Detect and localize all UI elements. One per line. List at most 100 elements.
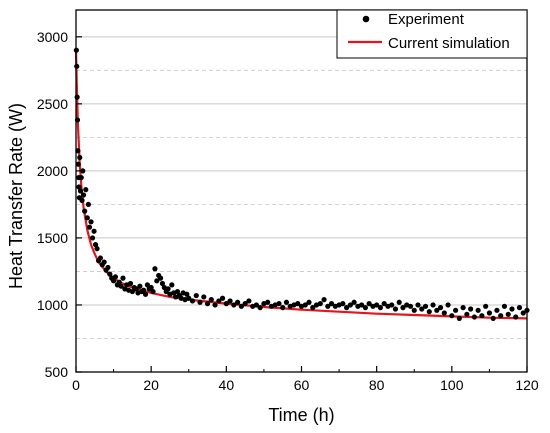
- experiment-point: [201, 294, 207, 300]
- experiment-point: [242, 301, 248, 307]
- experiment-point: [415, 302, 421, 308]
- experiment-point: [101, 259, 107, 265]
- experiment-point: [144, 282, 151, 288]
- experiment-point: [127, 280, 134, 287]
- experiment-point: [74, 63, 80, 69]
- experiment-point: [310, 305, 316, 311]
- x-tick-label: 40: [219, 377, 235, 393]
- experiment-point: [148, 284, 154, 291]
- experiment-point: [75, 161, 81, 167]
- experiment-point: [265, 299, 271, 305]
- experiment-point: [430, 302, 436, 308]
- experiment-point: [468, 306, 474, 312]
- experiment-point: [246, 298, 252, 304]
- y-tick-label: 3000: [37, 29, 68, 45]
- experiment-point: [152, 266, 158, 272]
- x-tick-label: 60: [294, 377, 310, 393]
- experiment-point: [328, 301, 335, 307]
- experiment-point: [88, 219, 94, 225]
- y-tick-label: 1000: [37, 297, 68, 313]
- x-tick-label: 0: [72, 377, 80, 393]
- experiment-point: [374, 302, 380, 308]
- experiment-point: [392, 306, 399, 312]
- experiment-point: [295, 301, 301, 307]
- experiment-point: [411, 307, 417, 313]
- experiment-point: [306, 299, 312, 305]
- experiment-point: [381, 301, 387, 307]
- x-tick-label: 80: [369, 377, 385, 393]
- experiment-point: [208, 297, 214, 303]
- experiment-point: [116, 279, 122, 285]
- experiment-point: [283, 299, 290, 305]
- experiment-point: [505, 311, 511, 317]
- experiment-point: [475, 307, 481, 313]
- simulation-series: [74, 50, 528, 320]
- experiment-point: [97, 255, 104, 261]
- y-axis-title: Heat Transfer Rate (W): [6, 103, 26, 289]
- experiment-point: [94, 246, 100, 252]
- experiment-point: [82, 208, 88, 214]
- experiment-point: [407, 303, 414, 309]
- experiment-point: [501, 303, 508, 309]
- experiment-point: [452, 307, 459, 313]
- experiment-point: [490, 315, 496, 321]
- experiment-point: [157, 275, 164, 281]
- experiment-point: [105, 264, 111, 271]
- x-axis-title: Time (h): [268, 405, 334, 425]
- experiment-point: [184, 291, 190, 297]
- experiment-point: [520, 310, 526, 316]
- legend-experiment-label: Experiment: [388, 11, 465, 28]
- experiment-point: [426, 309, 432, 315]
- experiment-point: [419, 306, 425, 312]
- experiment-point: [483, 303, 489, 309]
- experiment-point: [169, 282, 175, 288]
- experiment-point: [434, 307, 440, 313]
- experiment-point: [280, 305, 286, 311]
- experiment-point: [193, 292, 199, 299]
- experiment-point: [120, 275, 126, 281]
- x-tick-label: 120: [515, 377, 539, 393]
- experiment-point: [89, 235, 96, 241]
- grid-lines: [76, 36, 527, 339]
- x-tick-label: 20: [143, 377, 159, 393]
- experiment-point: [235, 299, 241, 305]
- experiment-point: [347, 302, 353, 308]
- experiment-point: [362, 305, 368, 311]
- experiment-point: [77, 188, 84, 194]
- legend: Experiment Current simulation: [336, 9, 528, 59]
- experiment-point: [231, 302, 237, 308]
- experiment-point: [133, 286, 139, 292]
- experiment-point: [464, 311, 470, 317]
- experiment-point: [141, 287, 147, 293]
- experiment-point: [83, 187, 89, 193]
- experiment-point: [110, 278, 117, 284]
- experiment-point: [366, 301, 372, 307]
- experiment-point: [91, 228, 97, 234]
- experiment-point: [80, 168, 86, 174]
- experiment-point: [359, 302, 365, 308]
- experiment-point: [216, 298, 222, 304]
- experiment-point: [159, 280, 166, 287]
- experiment-point: [389, 302, 395, 308]
- experiment-point: [422, 303, 429, 309]
- legend-experiment-marker: [362, 15, 370, 23]
- experiment-point: [165, 286, 171, 292]
- experiment-point: [238, 303, 244, 309]
- experiment-point: [77, 154, 83, 161]
- experiment-point: [257, 305, 263, 311]
- experiment-series: [73, 47, 530, 321]
- experiment-point: [154, 278, 160, 284]
- y-tick-label: 1500: [37, 230, 68, 246]
- experiment-point: [86, 224, 93, 230]
- experiment-point: [212, 302, 218, 308]
- experiment-point: [513, 314, 519, 320]
- experiment-point: [325, 303, 331, 309]
- experiment-point: [471, 314, 477, 320]
- experiment-point: [400, 305, 406, 311]
- experiment-point: [219, 295, 226, 301]
- experiment-point: [494, 307, 500, 313]
- experiment-point: [437, 305, 444, 311]
- experiment-point: [340, 301, 346, 307]
- experiment-point: [118, 283, 124, 289]
- experiment-point: [186, 295, 192, 301]
